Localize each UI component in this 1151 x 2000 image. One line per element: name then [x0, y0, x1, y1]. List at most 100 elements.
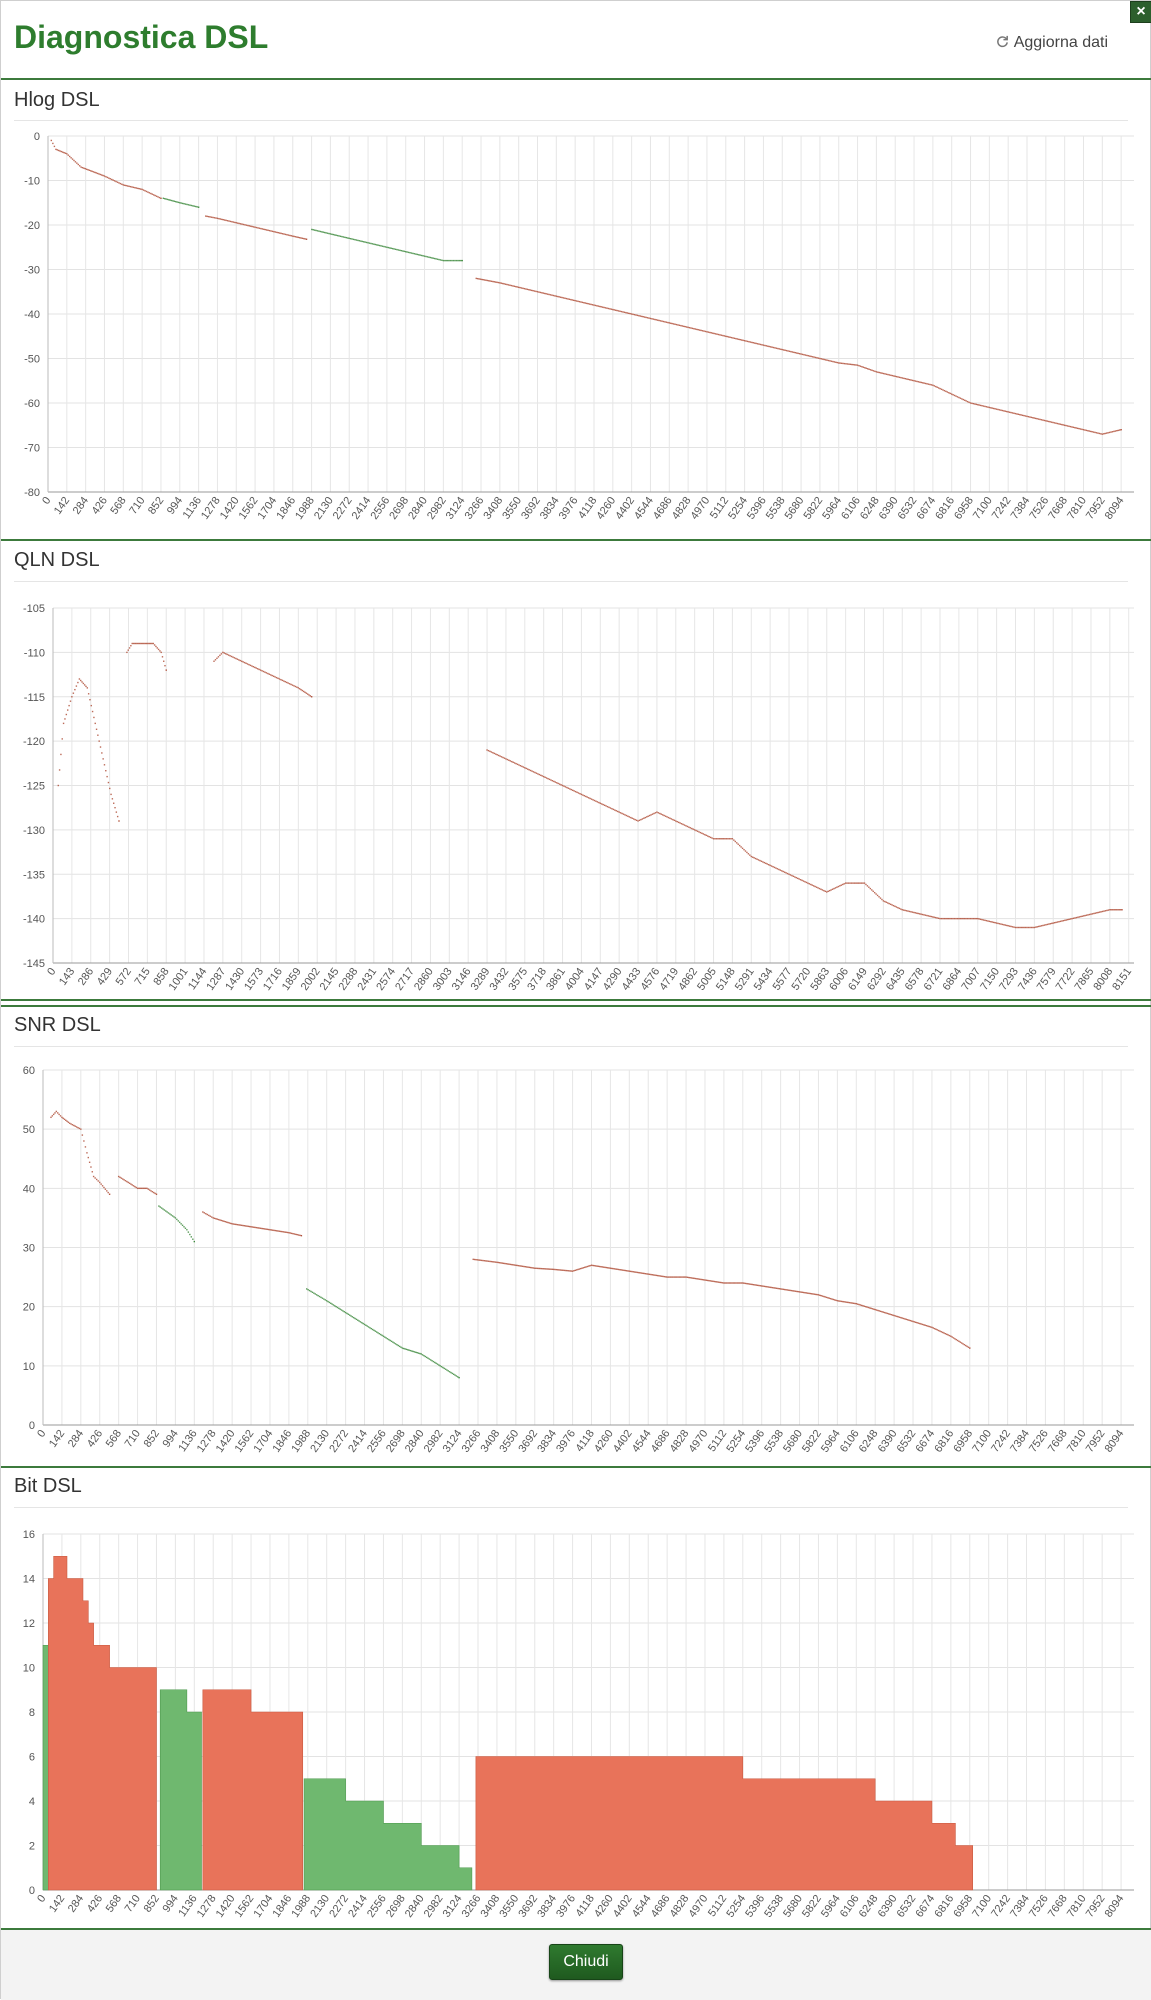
data-point [1075, 427, 1077, 429]
data-point [801, 353, 804, 356]
data-point [226, 1221, 228, 1223]
data-point [712, 1280, 714, 1283]
data-point [292, 1232, 294, 1235]
data-point [548, 778, 551, 781]
data-point [668, 322, 670, 324]
data-point [222, 218, 224, 221]
data-point [230, 1222, 232, 1225]
data-point [454, 1374, 456, 1376]
data-point [581, 301, 584, 304]
data-point [1043, 419, 1046, 422]
data-point [555, 295, 558, 297]
data-point [349, 237, 352, 240]
data-point [940, 1331, 943, 1333]
data-point [594, 304, 597, 307]
data-point [719, 334, 721, 336]
data-point [145, 190, 148, 193]
data-point [762, 861, 764, 863]
data-point [680, 324, 682, 327]
data-point [1105, 432, 1108, 434]
data-point [215, 217, 217, 219]
data-point [76, 162, 78, 164]
data-point [694, 328, 697, 330]
data-point [787, 350, 789, 352]
data-point [249, 664, 252, 667]
data-point [988, 920, 991, 923]
data-point [424, 1355, 427, 1358]
data-point [1069, 918, 1072, 920]
data-point [735, 337, 737, 340]
data-point [654, 1274, 656, 1276]
x-tick-label: 2414 [346, 1893, 370, 1920]
data-point [1059, 423, 1062, 425]
data-point [589, 1264, 591, 1267]
data-point [939, 1330, 941, 1332]
data-point [784, 349, 786, 351]
section-divider [1, 1005, 1151, 1007]
data-point [551, 780, 554, 782]
data-point [160, 197, 162, 199]
data-point [522, 766, 525, 768]
data-point [271, 1229, 274, 1231]
data-point [99, 1181, 101, 1184]
data-point [574, 790, 577, 793]
data-point [612, 808, 615, 811]
data-point [741, 339, 743, 341]
data-point [697, 329, 699, 331]
data-point [673, 1276, 675, 1278]
data-point [684, 1276, 686, 1278]
data-point [615, 1268, 617, 1270]
data-point [648, 317, 650, 319]
data-point [932, 916, 934, 918]
data-point [266, 1228, 268, 1231]
data-point [802, 880, 805, 882]
data-point [1004, 924, 1007, 926]
data-point [731, 1282, 733, 1284]
data-point [115, 811, 118, 813]
data-point [640, 818, 642, 821]
data-point [739, 1282, 741, 1284]
data-point [217, 656, 220, 658]
data-point [494, 1261, 497, 1263]
x-tick-label: 7668 [1046, 1893, 1070, 1920]
data-point [949, 917, 951, 920]
data-point [342, 1310, 344, 1312]
data-point [173, 200, 176, 202]
data-point [982, 919, 985, 921]
data-point [656, 811, 658, 813]
data-point [619, 812, 622, 814]
data-point [430, 1359, 432, 1361]
close-icon[interactable]: × [1130, 1, 1151, 23]
close-button[interactable]: Chiudi [549, 1944, 623, 1980]
data-point [75, 1126, 78, 1128]
data-point [502, 1262, 505, 1265]
data-point [947, 1334, 949, 1336]
data-point [214, 659, 217, 661]
data-point [692, 1277, 694, 1279]
data-point [160, 1207, 163, 1209]
data-point [654, 318, 656, 321]
data-point [62, 1117, 64, 1120]
refresh-button[interactable]: Aggiorna dati [995, 33, 1108, 53]
data-point [666, 816, 668, 818]
data-point [624, 814, 626, 816]
data-point [500, 756, 503, 758]
data-point [925, 1324, 928, 1327]
data-point [965, 400, 967, 402]
data-point [796, 352, 798, 354]
data-point [457, 1376, 459, 1378]
data-point [327, 1300, 329, 1303]
x-tick-label: 7242 [989, 1893, 1013, 1920]
data-point [698, 1278, 701, 1280]
data-point [1065, 424, 1067, 427]
data-point [251, 665, 253, 667]
data-point [827, 1297, 829, 1299]
data-point [130, 1183, 132, 1185]
data-point [83, 1140, 85, 1142]
data-point [617, 1268, 620, 1271]
data-point [721, 1282, 724, 1284]
data-point [723, 1282, 725, 1284]
data-point [267, 1228, 270, 1231]
data-point [653, 812, 655, 815]
data-point [112, 179, 114, 181]
